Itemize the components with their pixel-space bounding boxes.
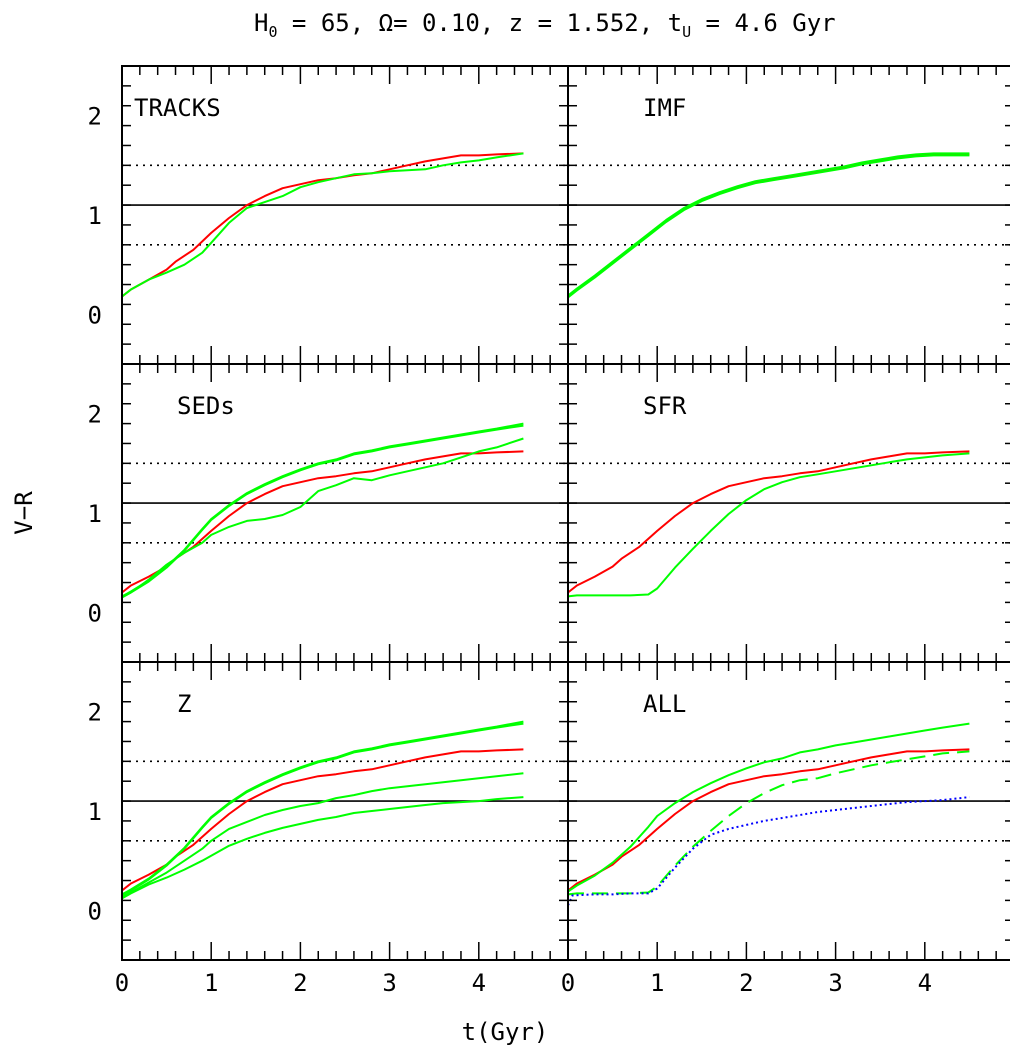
series-red-solid-1 bbox=[567, 153, 970, 298]
panel-sfr: SFR bbox=[567, 363, 1010, 663]
panels-group: 0 1 2 TRACKS IMF 0 1 2 SEDs SFR 0 1 2 0 1 2 3 4 Z 0 1 2 3 4 ALL bbox=[88, 65, 1010, 997]
panel-imf: IMF bbox=[567, 65, 1010, 365]
y-tick-label: 2 bbox=[88, 401, 102, 429]
series-red-solid-1 bbox=[121, 450, 524, 594]
y-tick-label: 2 bbox=[88, 699, 102, 727]
panel-frame bbox=[567, 65, 1010, 365]
series-red-solid-1 bbox=[567, 450, 970, 594]
series-green-solid-2 bbox=[567, 154, 970, 299]
series-green-solid-3 bbox=[567, 152, 970, 297]
x-tick-label: 1 bbox=[204, 969, 218, 997]
panel-frame bbox=[567, 661, 1010, 961]
panel-label: TRACKS bbox=[134, 94, 221, 122]
x-tick-label: 0 bbox=[115, 969, 129, 997]
panel-label: ALL bbox=[643, 690, 686, 718]
panel-label: IMF bbox=[643, 94, 686, 122]
y-tick-label: 0 bbox=[88, 599, 102, 627]
x-tick-label: 4 bbox=[918, 969, 932, 997]
panel-seds: 0 1 2 SEDs bbox=[88, 363, 569, 663]
y-tick-label: 2 bbox=[88, 103, 102, 131]
x-tick-label: 4 bbox=[472, 969, 486, 997]
series-green-solid-2 bbox=[567, 452, 970, 598]
series-green-solid-3 bbox=[121, 720, 524, 896]
y-tick-label: 0 bbox=[88, 301, 102, 329]
x-tick-label: 3 bbox=[828, 969, 842, 997]
panel-all: 0 1 2 3 4 ALL bbox=[561, 661, 1010, 997]
series-green-solid-2 bbox=[567, 722, 970, 893]
y-axis-label: V−R bbox=[10, 491, 38, 535]
x-tick-label: 0 bbox=[561, 969, 575, 997]
panel-z: 0 1 2 0 1 2 3 4 Z bbox=[88, 661, 569, 997]
series-green-solid-5 bbox=[121, 796, 524, 900]
x-axis-label: t(Gyr) bbox=[462, 1018, 549, 1046]
series-green-dashed-3 bbox=[567, 750, 970, 896]
series-red-solid-1 bbox=[121, 152, 524, 298]
series-green-solid-3 bbox=[121, 422, 524, 598]
panel-tracks: 0 1 2 TRACKS bbox=[88, 65, 569, 365]
series-green-solid-4 bbox=[121, 437, 524, 599]
x-tick-label: 2 bbox=[739, 969, 753, 997]
panel-label: Z bbox=[177, 690, 191, 718]
series-blue-dotted-4 bbox=[567, 796, 970, 906]
figure-title: H0 = 65, Ω= 0.10, z = 1.552, tU = 4.6 Gy… bbox=[254, 9, 836, 41]
y-tick-label: 0 bbox=[88, 897, 102, 925]
series-green-solid-2 bbox=[121, 424, 524, 599]
y-tick-label: 1 bbox=[88, 500, 102, 528]
panel-frame bbox=[567, 363, 1010, 663]
y-tick-label: 1 bbox=[88, 798, 102, 826]
x-tick-label: 3 bbox=[382, 969, 396, 997]
series-red-solid-1 bbox=[567, 748, 970, 892]
series-green-solid-4 bbox=[121, 772, 524, 899]
x-tick-label: 1 bbox=[650, 969, 664, 997]
series-green-solid-2 bbox=[121, 152, 524, 298]
y-tick-label: 1 bbox=[88, 202, 102, 230]
panel-label: SEDs bbox=[177, 392, 235, 420]
panel-label: SFR bbox=[643, 392, 687, 420]
x-tick-label: 2 bbox=[293, 969, 307, 997]
